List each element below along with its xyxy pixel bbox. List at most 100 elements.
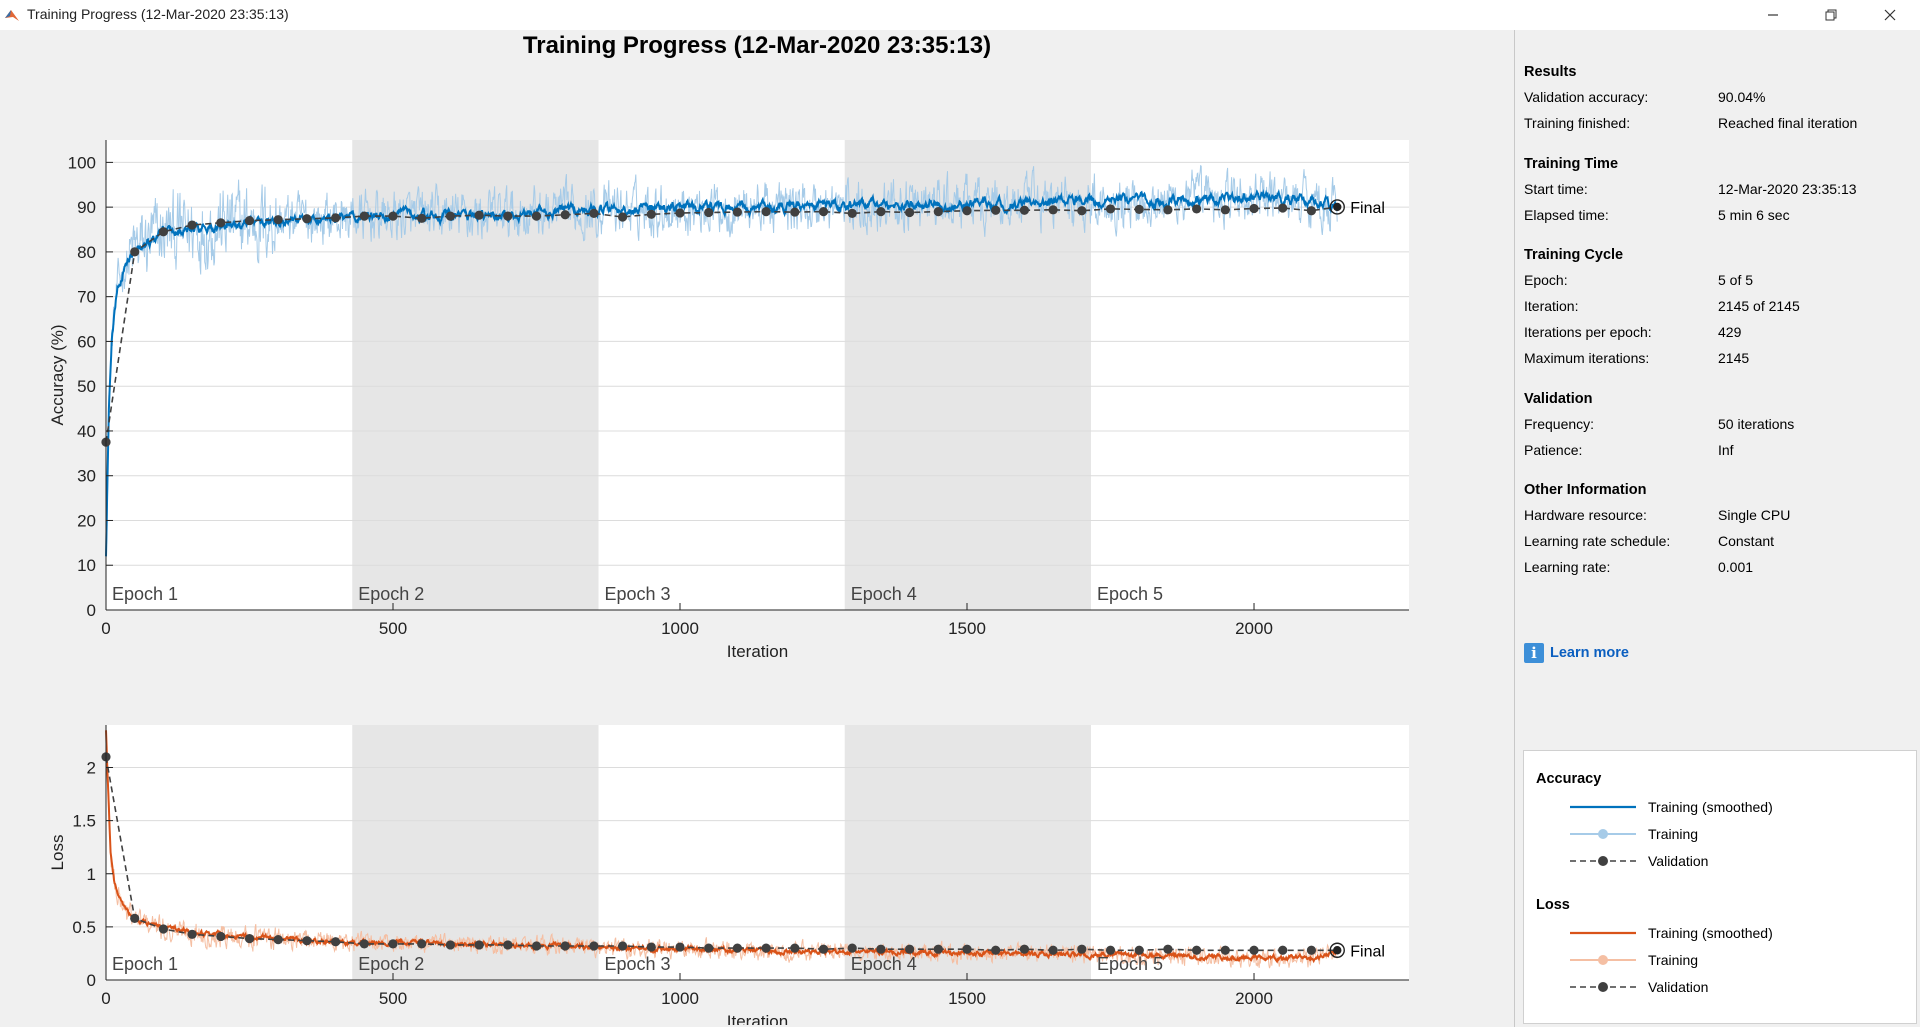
- final-label: Final: [1350, 943, 1385, 960]
- y-tick-label: 60: [77, 332, 96, 351]
- learn-more-link[interactable]: i Learn more: [1524, 643, 1629, 663]
- validation-point: [187, 220, 197, 230]
- validation-point: [417, 213, 427, 223]
- info-label: Hardware resource:: [1524, 507, 1647, 523]
- validation-point: [876, 944, 886, 954]
- validation-point: [847, 943, 857, 953]
- validation-point: [1220, 205, 1230, 215]
- minimize-button[interactable]: [1745, 0, 1801, 30]
- y-tick-label: 20: [77, 511, 96, 530]
- validation-point: [1249, 945, 1259, 955]
- results-panel: Results Validation accuracy: 90.04% Trainin…: [1514, 30, 1920, 1027]
- validation-point: [646, 209, 656, 219]
- validation-point: [991, 205, 1001, 215]
- validation-point: [818, 944, 829, 954]
- validation-point: [216, 931, 226, 942]
- validation-point: [761, 207, 771, 217]
- validation-point: [1220, 945, 1230, 955]
- x-tick-label: 0: [101, 989, 110, 1008]
- validation-point: [905, 944, 915, 954]
- epoch-label: Epoch 1: [112, 954, 178, 974]
- legend-label: Validation: [1648, 979, 1709, 995]
- section-title: Other Information: [1524, 482, 1647, 498]
- info-value: 5 of 5: [1718, 272, 1754, 288]
- validation-point: [445, 211, 456, 221]
- validation-point: [1192, 204, 1202, 214]
- section-title: Training Time: [1524, 156, 1619, 172]
- y-tick-label: 2: [87, 759, 96, 778]
- info-value: Inf: [1718, 442, 1734, 458]
- validation-point: [244, 933, 255, 944]
- legend-label: Training (smoothed): [1648, 925, 1773, 941]
- validation-point: [417, 939, 427, 949]
- restore-icon: [1825, 9, 1837, 21]
- validation-point: [273, 935, 283, 945]
- validation-point: [847, 208, 857, 219]
- x-tick-label: 1500: [948, 619, 986, 638]
- validation-point: [962, 944, 972, 954]
- info-label: Learning rate:: [1524, 559, 1611, 575]
- epoch-label: Epoch 1: [112, 584, 178, 604]
- info-value: Constant: [1718, 533, 1775, 549]
- legend-item: Training: [1568, 824, 1698, 844]
- validation-point: [1163, 205, 1173, 215]
- info-label: Patience:: [1524, 442, 1583, 458]
- training-series-raw: [106, 745, 1338, 969]
- info-label: Learning rate schedule:: [1524, 533, 1671, 549]
- x-tick-label: 1000: [661, 989, 699, 1008]
- epoch-label: Epoch 4: [851, 954, 917, 974]
- y-tick-label: 90: [77, 198, 96, 217]
- section-title: Validation: [1524, 391, 1593, 407]
- validation-point: [445, 940, 456, 950]
- final-validation-point: [1333, 202, 1342, 212]
- validation-point: [1105, 204, 1116, 214]
- validation-point: [474, 210, 484, 220]
- info-label: Training finished:: [1524, 115, 1631, 131]
- close-button[interactable]: [1862, 0, 1918, 30]
- validation-point: [531, 941, 542, 951]
- y-axis-label: Accuracy (%): [48, 324, 67, 425]
- y-tick-label: 30: [77, 467, 96, 486]
- y-tick-label: 70: [77, 288, 96, 307]
- info-label: Epoch:: [1524, 272, 1568, 288]
- validation-point: [388, 939, 398, 949]
- validation-point: [790, 943, 800, 953]
- info-label: Maximum iterations:: [1524, 350, 1650, 366]
- info-icon: i: [1524, 643, 1544, 663]
- validation-point: [1077, 944, 1087, 954]
- info-label: Start time:: [1524, 181, 1588, 197]
- validation-point: [359, 211, 369, 221]
- validation-point: [1019, 205, 1030, 215]
- legend-label: Training (smoothed): [1648, 799, 1773, 815]
- validation-point: [130, 913, 140, 923]
- section-title: Training Cycle: [1524, 247, 1624, 263]
- y-tick-label: 0.5: [72, 918, 96, 937]
- validation-point: [1077, 206, 1087, 216]
- x-tick-label: 0: [101, 619, 110, 638]
- validation-point: [589, 941, 599, 951]
- legend-swatch: [1570, 982, 1636, 992]
- legend-item: Training: [1568, 950, 1698, 970]
- info-value: 5 min 6 sec: [1718, 207, 1790, 223]
- y-tick-label: 1.5: [72, 812, 96, 831]
- figure-title: Training Progress (12-Mar-2020 23:35:13): [522, 32, 992, 59]
- legend-label: Validation: [1648, 853, 1709, 869]
- validation-point: [302, 214, 312, 224]
- final-marker-ring: [1329, 199, 1345, 215]
- info-value: 50 iterations: [1718, 416, 1795, 432]
- restore-button[interactable]: [1803, 0, 1859, 30]
- validation-point: [273, 215, 283, 225]
- window-title: Training Progress (12-Mar-2020 23:35:13): [27, 6, 289, 22]
- validation-point: [531, 211, 542, 221]
- validation-point: [1306, 945, 1317, 955]
- validation-point: [761, 943, 771, 953]
- legend-swatch: [1570, 805, 1636, 809]
- legend-swatch: [1570, 829, 1636, 839]
- legend-item: Validation: [1568, 977, 1708, 997]
- info-value: 429: [1718, 324, 1742, 340]
- legend-swatch: [1570, 931, 1636, 935]
- section-title: Results: [1524, 64, 1577, 80]
- epoch-shading: [844, 725, 1091, 980]
- x-tick-label: 2000: [1235, 989, 1273, 1008]
- validation-point: [474, 940, 484, 950]
